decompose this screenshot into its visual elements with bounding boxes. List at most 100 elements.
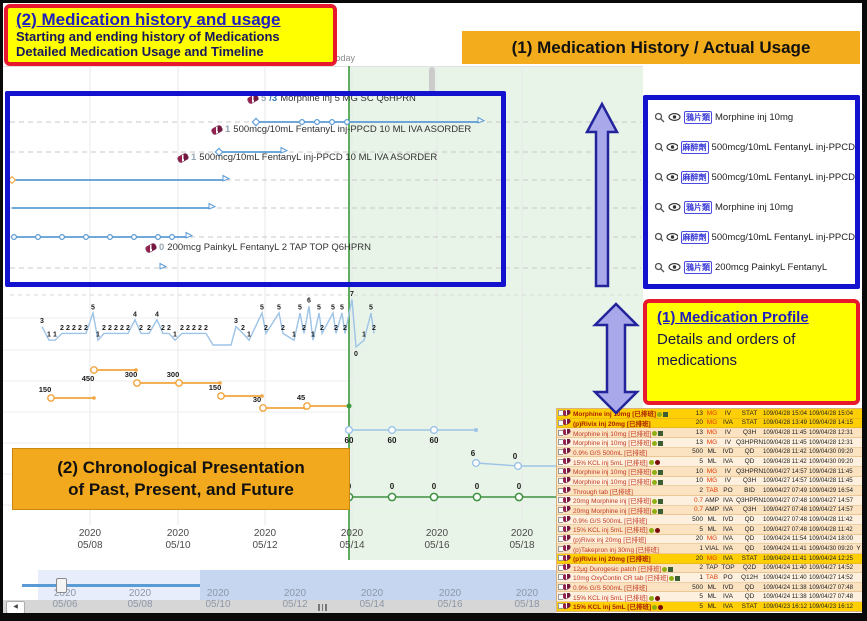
order-checkbox[interactable]: [557, 516, 563, 523]
history-annotation-title: (2) Medication history and usage: [16, 10, 281, 29]
order-end-time: 109/04/28 11:42: [809, 516, 853, 524]
svg-text:2: 2: [161, 325, 165, 332]
svg-text:2: 2: [264, 325, 268, 332]
chart-top-border: [3, 66, 643, 67]
svg-text:4: 4: [133, 311, 137, 318]
order-dose: 13: [695, 429, 703, 437]
order-row[interactable]: 15% KCL inj 5mL [已排班] 5 ML IVA QD 109/04/24 1…: [557, 592, 862, 603]
order-frequency: Q3H: [742, 477, 757, 485]
order-row[interactable]: 0.9% G/S 500mL [已排班] 500 ML IVD QD 109/04/24 …: [557, 582, 862, 593]
status-green-icon: [652, 470, 658, 476]
order-checkbox[interactable]: [557, 593, 563, 600]
scrollbar-grip-icon[interactable]: [318, 603, 327, 611]
svg-text:2: 2: [180, 325, 184, 332]
gantt-count: 0: [159, 242, 165, 253]
order-end-time: 109/04/28 11:45: [809, 467, 853, 475]
order-checkbox[interactable]: [557, 574, 563, 581]
order-row[interactable]: (p)Rivix inj 20mg [已排班] 20 MG IVA STAT 109/04…: [557, 418, 862, 429]
eye-icon[interactable]: [666, 142, 678, 152]
frame-top: [0, 0, 867, 3]
order-checkbox[interactable]: [557, 555, 563, 562]
med-list-item[interactable]: 麻醉劑 500mcg/10mL FentanyL inj-PPCD: [654, 163, 855, 191]
eye-icon[interactable]: [668, 112, 681, 122]
axis-date-label: 2020 05/12: [252, 528, 278, 551]
order-unit: MG: [706, 467, 718, 475]
order-checkbox[interactable]: [557, 506, 563, 513]
svg-text:2: 2: [186, 325, 190, 332]
med-list-item[interactable]: 鴉片類 Morphine inj 10mg: [654, 193, 855, 221]
order-row[interactable]: (p)Rivix inj 20mg [已排班] 20 MG IVA QD 109/04/2…: [557, 534, 862, 545]
med-list-item[interactable]: 鴉片類 Morphine inj 10mg: [654, 103, 855, 131]
order-checkbox[interactable]: [557, 458, 563, 465]
svg-text:2: 2: [126, 325, 130, 332]
order-checkbox[interactable]: [557, 535, 563, 542]
order-row[interactable]: 10mg OxyContin CR tab [已排班] 1 TAB PO Q12H 109…: [557, 573, 862, 583]
order-checkbox[interactable]: [557, 584, 563, 591]
svg-text:1: 1: [96, 332, 100, 339]
eye-icon[interactable]: [668, 202, 681, 212]
order-row[interactable]: Morphine inj 10mg [已排班] 10 MG IV Q3H 109/04/2…: [557, 476, 862, 487]
svg-text:1: 1: [47, 332, 51, 339]
order-row[interactable]: Morphine inj 10mg [已排班] 13 MG IV STAT 109/04/…: [557, 409, 862, 419]
search-icon[interactable]: [654, 232, 664, 243]
order-end-time: 109/04/27 07:48: [809, 593, 854, 601]
order-checkbox[interactable]: [557, 429, 563, 436]
order-checkbox[interactable]: [557, 448, 563, 455]
order-checkbox[interactable]: [557, 439, 563, 446]
order-end-time: 109/04/24 12:25: [809, 554, 854, 562]
order-route: IVA: [723, 535, 733, 543]
order-row[interactable]: 12μg Durogesic patch [已排班] 2 TAP TOP Q2D 109/…: [557, 563, 862, 574]
order-checkbox[interactable]: [557, 564, 563, 571]
order-unit: VIAL: [704, 545, 720, 553]
overview-date-label: 2020 05/18: [514, 588, 540, 610]
order-row[interactable]: 15% KCL inj 5mL [已排班] 5 ML IVA STAT 109/04/23…: [557, 602, 862, 611]
order-row[interactable]: Morphine inj 10mg [已排班] 10 MG IV Q3HPRN 109/0…: [557, 466, 862, 477]
order-checkbox[interactable]: [557, 410, 563, 417]
order-checkbox[interactable]: [557, 487, 563, 494]
svg-text:5: 5: [298, 305, 302, 312]
order-row[interactable]: 0.9% G/S 500mL [已排班] 500 ML IVD QD 109/04/27 …: [557, 515, 862, 525]
search-icon[interactable]: [654, 262, 665, 273]
med-list-item[interactable]: 麻醉劑 500mcg/10mL FentanyL inj-PPCD: [654, 223, 855, 251]
search-icon[interactable]: [654, 172, 664, 183]
order-row[interactable]: Morphine inj 10mg [已排班] 13 MG IV Q3H 109/04/2…: [557, 428, 862, 438]
order-row[interactable]: 0.9% G/S 500mL [已排班] 500 ML IVD QD 109/04/28 …: [557, 447, 862, 458]
order-row[interactable]: (p)Rivix inj 20mg [已排班] 20 MG IVA STAT 109/04…: [557, 553, 862, 564]
pill-glyph: [563, 535, 571, 542]
order-checkbox[interactable]: [557, 545, 563, 552]
order-row[interactable]: 20mg Morphine inj [已排班] 0.7 AMP IVA Q3HPRN 10…: [557, 495, 862, 506]
order-checkbox[interactable]: [557, 603, 563, 610]
order-checkbox[interactable]: [557, 497, 563, 504]
order-row[interactable]: Through tab [已排班] 2 TAB PO BID 109/04/27 07:4…: [557, 486, 862, 496]
med-pill-icon: [563, 535, 573, 542]
order-checkbox[interactable]: [557, 526, 563, 533]
status-green-icon: [652, 508, 658, 514]
order-checkbox[interactable]: [557, 477, 563, 484]
search-icon[interactable]: [654, 112, 665, 123]
order-checkbox[interactable]: [557, 419, 563, 426]
svg-text:30: 30: [253, 395, 261, 404]
order-route: IVA: [723, 602, 733, 610]
vertical-scrollbar-thumb[interactable]: [429, 67, 435, 93]
order-row[interactable]: Morphine inj 10mg [已排班] 13 MG IV Q3HPRN 109/0…: [557, 437, 862, 448]
overview-date-label: 2020 05/06: [52, 588, 78, 610]
med-pill-icon: [563, 496, 573, 504]
order-row[interactable]: 15% KCL inj 5mL [已排班] 5 ML IVA QD 109/04/28 1…: [557, 457, 862, 467]
eye-icon[interactable]: [668, 262, 681, 272]
overview-drag-handle[interactable]: [56, 578, 67, 593]
order-row[interactable]: 20mg Morphine inj [已排班] 0.7 AMP IVA Q3H 109/0…: [557, 505, 862, 516]
order-unit: ML: [707, 458, 717, 466]
order-dose: 2: [699, 564, 703, 572]
svg-text:2: 2: [78, 325, 82, 332]
eye-icon[interactable]: [666, 232, 678, 242]
order-start-time: 109/04/24 11:41: [763, 554, 807, 562]
search-icon[interactable]: [654, 202, 665, 213]
order-row[interactable]: 15% KCL inj 5mL [已排班] 5 ML IVA QD 109/04/27 0…: [557, 524, 862, 535]
med-list-item[interactable]: 鴉片類 200mcg PainkyL FentanyL: [654, 253, 855, 281]
horizontal-scrollbar[interactable]: [3, 600, 556, 613]
order-row[interactable]: (p)Takepron inj 30mg [已排班] 1 VIAL IVA QD 109/…: [557, 544, 862, 554]
search-icon[interactable]: [654, 142, 664, 153]
order-route: IV: [724, 467, 732, 475]
med-list-item[interactable]: 麻醉劑 500mcg/10mL FentanyL inj-PPCD: [654, 133, 855, 161]
eye-icon[interactable]: [666, 172, 678, 182]
